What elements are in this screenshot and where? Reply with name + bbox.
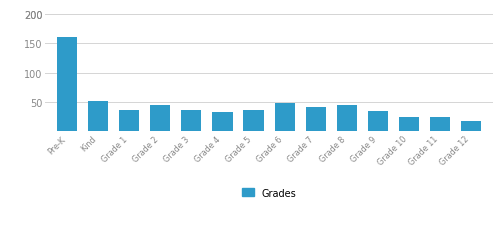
Bar <box>461 122 481 132</box>
Bar <box>181 110 202 132</box>
Bar <box>212 113 232 132</box>
Bar <box>399 118 419 132</box>
Bar <box>150 106 171 132</box>
Bar <box>243 110 264 132</box>
Bar <box>275 103 295 132</box>
Bar <box>57 38 77 132</box>
Bar <box>306 107 326 132</box>
Bar <box>337 105 357 132</box>
Bar <box>368 112 388 132</box>
Bar <box>88 101 108 132</box>
Legend: Grades: Grades <box>242 188 296 198</box>
Bar <box>430 117 450 132</box>
Bar <box>119 111 139 132</box>
